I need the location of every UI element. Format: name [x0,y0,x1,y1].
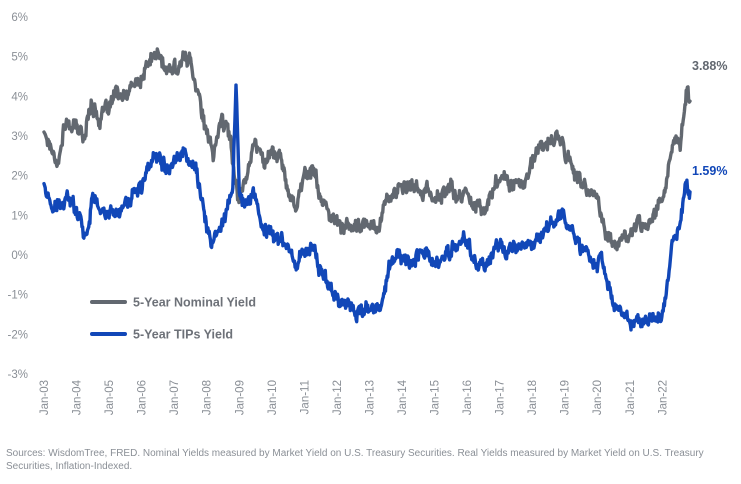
y-axis: -3% -2% -1% 0% 1% 2% 3% 4% 5% 6% [8,12,28,381]
y-tick-label: 6% [11,12,28,24]
x-tick-label: Jan-15 [430,380,442,415]
y-tick-label: 5% [11,52,28,64]
x-tick-label: Jan-16 [462,380,474,415]
nominal-end-label: 3.88% [692,59,727,73]
y-tick-label: 2% [11,171,28,183]
x-tick-label: Jan-04 [72,379,84,415]
x-tick-label: Jan-13 [364,380,376,415]
x-tick-label: Jan-22 [657,380,669,415]
tips-yield-line [42,83,692,332]
x-tick-label: Jan-10 [267,380,279,415]
x-tick-label: Jan-05 [104,380,116,415]
y-tick-label: 1% [11,210,28,222]
x-tick-label: Jan-14 [397,379,409,415]
x-tick-label: Jan-18 [527,380,539,415]
x-tick-label: Jan-11 [299,380,311,414]
nominal-yield-line [42,47,692,252]
legend-label: 5-Year Nominal Yield [133,296,256,310]
legend-label: 5-Year TIPs Yield [133,328,233,342]
x-tick-label: Jan-08 [202,380,214,415]
x-tick-label: Jan-06 [137,380,149,415]
x-tick-label: Jan-09 [234,380,246,415]
tips-end-label: 1.59% [692,164,727,178]
y-tick-label: -1% [8,290,28,302]
source-note: Sources: WisdomTree, FRED. Nominal Yield… [6,448,704,472]
end-labels: 3.88% 1.59% [692,59,727,178]
yield-chart: -3%-2%-1%0%1%2%3%4%5%6% Jan-03 Jan-04 Jan-… [8,12,728,415]
y-tick-label: 4% [11,91,28,103]
y-tick-label: -3% [8,369,28,381]
legend: 5-Year Nominal Yield 5-Year TIPs Yield [90,296,256,342]
x-tick-label: Jan-20 [592,380,604,415]
y-tick-label: 0% [11,250,28,262]
y-tick-label: 3% [11,131,28,143]
x-tick-label: Jan-03 [39,380,51,415]
x-tick-label: Jan-21 [625,380,637,415]
x-axis: Jan-03 Jan-04 Jan-05 Jan-06 Jan-07 Jan-08 Jan-… [39,379,669,415]
x-tick-label: Jan-12 [332,380,344,415]
series-layer [42,47,692,332]
y-tick-label: -2% [8,329,28,341]
x-tick-label: Jan-07 [169,380,181,415]
x-tick-label: Jan-19 [560,380,572,415]
x-tick-label: Jan-17 [495,380,507,415]
